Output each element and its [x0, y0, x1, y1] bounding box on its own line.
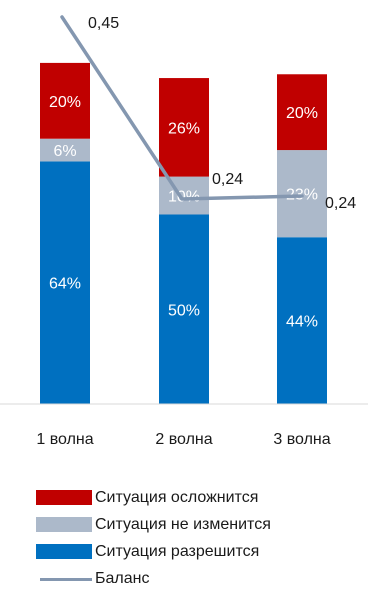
- bar-label-worse-3: 20%: [286, 105, 318, 122]
- x-tick-label-3: 3 волна: [273, 431, 330, 448]
- legend-label-balance: Баланс: [95, 569, 150, 587]
- legend-swatch-better: [36, 544, 92, 559]
- bar-better-1: [40, 161, 90, 404]
- bar-label-better-2: 50%: [168, 302, 200, 319]
- x-tick-label-1: 1 волна: [36, 431, 93, 448]
- balance-label-3: 0,24: [325, 195, 356, 212]
- bar-label-better-1: 64%: [49, 276, 81, 293]
- legend-swatch-balance: [36, 571, 92, 586]
- bar-better-3: [277, 237, 327, 404]
- bar-label-better-3: 44%: [286, 314, 318, 331]
- balance-label-2: 0,24: [212, 171, 243, 188]
- legend-swatch-worse: [36, 490, 92, 505]
- legend-swatch-same: [36, 517, 92, 532]
- bar-label-same-1: 6%: [53, 143, 76, 160]
- bar-same-3: [277, 150, 327, 238]
- bar-same-1: [40, 138, 90, 162]
- legend-item-balance: Баланс: [36, 567, 271, 590]
- bar-better-2: [159, 214, 209, 404]
- legend-item-worse: Ситуация осложнится: [36, 486, 271, 509]
- legend-label-same: Ситуация не изменится: [95, 515, 271, 533]
- bar-label-worse-1: 20%: [49, 94, 81, 111]
- bar-worse-1: [40, 62, 90, 139]
- legend-item-better: Ситуация разрешится: [36, 540, 271, 563]
- x-tick-label-2: 2 волна: [155, 431, 212, 448]
- bar-worse-3: [277, 74, 327, 151]
- bar-same-2: [159, 176, 209, 215]
- bar-label-worse-2: 26%: [168, 120, 200, 137]
- legend-label-better: Ситуация разрешится: [95, 542, 260, 560]
- legend-label-worse: Ситуация осложнится: [95, 488, 259, 506]
- legend: Ситуация осложнится Ситуация не изменитс…: [36, 486, 271, 594]
- chart: 64%6%20%50%10%26%44%23%20%1 волна 2 волна…: [0, 15, 368, 448]
- balance-label-1: 0,45: [88, 15, 119, 32]
- bar-worse-2: [159, 78, 209, 177]
- legend-item-same: Ситуация не изменится: [36, 513, 271, 536]
